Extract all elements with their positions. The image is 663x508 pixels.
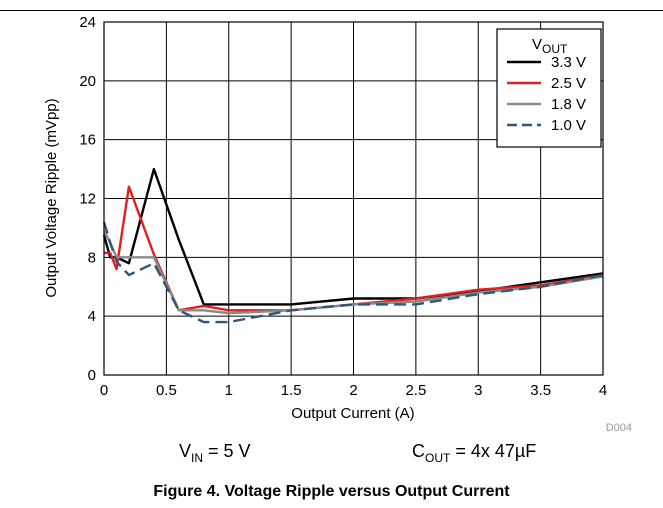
y-tick-label-2: 8 xyxy=(88,249,96,266)
x-tick-label-0: 0 xyxy=(100,382,108,399)
vin-symbol: V xyxy=(179,441,191,461)
legend-label-3-3-v: 3.3 V xyxy=(551,54,586,71)
cout-value: = 4x 47µF xyxy=(450,441,536,461)
legend-title-main: V xyxy=(532,36,542,53)
chart-legend: VOUT 3.3 V 2.5 V 1.8 V 1.0 V xyxy=(496,28,602,148)
vin-value: = 5 V xyxy=(203,441,251,461)
legend-title: VOUT xyxy=(532,36,568,56)
series-line-1-0-v xyxy=(102,221,604,324)
y-tick-label-1: 4 xyxy=(88,308,96,325)
legend-label-2-5-v: 2.5 V xyxy=(551,75,586,92)
legend-title-sub: OUT xyxy=(542,42,568,56)
x-tick-label-5: 2.5 xyxy=(405,382,426,399)
legend-label-1-0-v: 1.0 V xyxy=(551,117,586,134)
ripple-chart: 0 0.5 1 1.5 2 2.5 3 3.5 4 0 4 8 12 16 20 24 Output Curr… xyxy=(43,14,632,465)
y-tick-label-5: 20 xyxy=(79,73,96,90)
x-tick-label-2: 1 xyxy=(225,382,233,399)
plot-area-frame xyxy=(103,21,604,376)
vin-condition: VIN = 5 V xyxy=(179,441,251,465)
legend-box xyxy=(496,28,602,148)
series-line-2-5-v xyxy=(104,185,604,312)
x-tick-label-4: 2 xyxy=(349,382,357,399)
y-tick-label-0: 0 xyxy=(88,367,96,384)
figure-id: D004 xyxy=(606,422,632,434)
chart-series xyxy=(102,167,604,324)
y-tick-label-4: 16 xyxy=(79,132,96,149)
cout-symbol: C xyxy=(412,441,425,461)
x-tick-label-1: 0.5 xyxy=(156,382,177,399)
figure-caption: Figure 4. Voltage Ripple versus Output C… xyxy=(153,483,510,500)
vin-subscript: IN xyxy=(191,451,203,465)
x-tick-label-6: 3 xyxy=(474,382,482,399)
x-tick-label-7: 3.5 xyxy=(530,382,551,399)
y-axis-label: Output Voltage Ripple (mVpp) xyxy=(43,98,60,297)
cout-subscript: OUT xyxy=(425,451,451,465)
y-tick-label-6: 24 xyxy=(79,14,96,31)
y-tick-label-3: 12 xyxy=(79,191,96,208)
x-tick-label-3: 1.5 xyxy=(281,382,302,399)
legend-label-1-8-v: 1.8 V xyxy=(551,96,586,113)
chart-ticks: 0 0.5 1 1.5 2 2.5 3 3.5 4 0 4 8 12 16 20 24 xyxy=(79,14,607,399)
x-axis-label: Output Current (A) xyxy=(291,405,414,422)
top-divider xyxy=(0,10,663,11)
x-tick-label-8: 4 xyxy=(599,382,607,399)
cout-condition: COUT = 4x 47µF xyxy=(412,441,536,465)
legend-items: 3.3 V 2.5 V 1.8 V 1.0 V xyxy=(507,54,586,134)
series-line-1-8-v xyxy=(102,230,604,315)
